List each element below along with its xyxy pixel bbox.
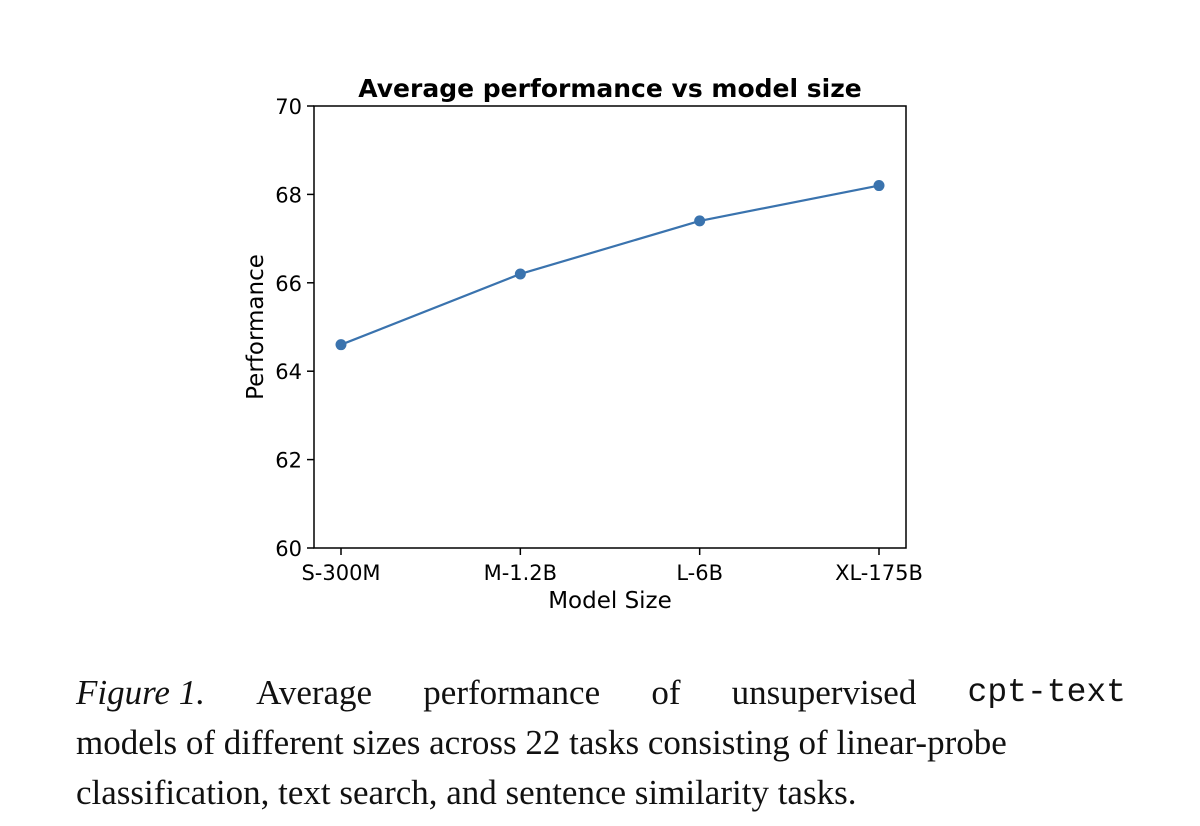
x-tick-label: L-6B: [676, 561, 723, 585]
data-point: [335, 339, 347, 351]
y-axis: 60 62 64 66 68 70: [275, 95, 314, 561]
y-tick-label: 68: [275, 183, 302, 207]
y-tick-label: 64: [275, 360, 302, 384]
caption-word: performance: [423, 673, 601, 712]
data-point: [694, 215, 706, 227]
data-point: [873, 180, 885, 192]
data-point: [514, 268, 526, 280]
x-axis: S-300M M-1.2B L-6B XL-175B: [301, 548, 923, 585]
line-chart: Average performance vs model size 60 62 64…: [243, 74, 923, 614]
y-tick-label: 66: [275, 272, 302, 296]
y-tick-label: 60: [275, 537, 302, 561]
caption-word: of: [651, 673, 681, 712]
data-points: [335, 180, 885, 351]
caption-line-1: Figure 1. Average performance of unsuper…: [76, 668, 1126, 718]
chart-title: Average performance vs model size: [358, 74, 861, 103]
plot-frame: [313, 105, 907, 549]
caption-word: unsupervised: [731, 673, 917, 712]
y-tick-label: 70: [275, 95, 302, 119]
chart: Average performance vs model size 60 62 64…: [243, 74, 923, 614]
x-tick-label: XL-175B: [835, 561, 923, 585]
x-tick-label: M-1.2B: [484, 561, 558, 585]
figure-label: Figure 1.: [76, 673, 205, 712]
caption-code: cpt-text: [967, 674, 1126, 711]
series-line: [340, 184, 880, 346]
y-tick-label: 62: [275, 449, 302, 473]
x-tick-label: S-300M: [301, 561, 380, 585]
figure-caption: Figure 1. Average performance of unsuper…: [76, 668, 1126, 818]
x-axis-label: Model Size: [548, 588, 672, 614]
caption-line-2: models of different sizes across 22 task…: [76, 723, 1007, 762]
caption-line-3: classification, text search, and sentenc…: [76, 773, 857, 812]
caption-word: Average: [256, 673, 373, 712]
y-axis-label: Performance: [243, 254, 269, 400]
